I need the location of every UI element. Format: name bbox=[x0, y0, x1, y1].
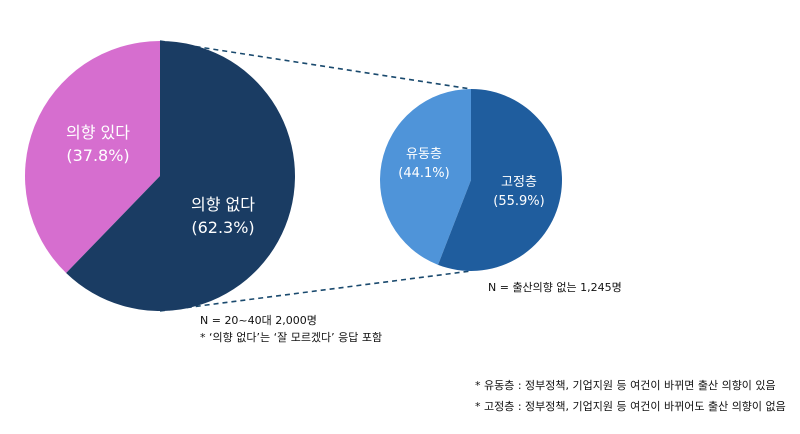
pie1-slice-0-value-label: (44.1%) bbox=[398, 166, 449, 181]
pie1-slice-0-label: 유동층 bbox=[406, 147, 442, 162]
sub-pie: 유동층 (44.1%) 고정층 (55.9%) bbox=[379, 89, 562, 271]
pie0-slice-1-value-label: (62.3%) bbox=[191, 218, 254, 237]
pie1-slice-1 bbox=[438, 89, 562, 271]
legend-fluid-group: * 유동층 : 정부정책, 기업지원 등 여건이 바뀌면 출산 의향이 있음 bbox=[475, 379, 776, 392]
sub-pie-sample-note: N = 출산의향 없는 1,245명 bbox=[488, 281, 622, 294]
connector-line-top bbox=[159, 40, 472, 90]
connector-line-bottom bbox=[159, 270, 472, 312]
pie0-slice-1 bbox=[66, 41, 295, 311]
pie0-slice-0-label: 의향 있다 bbox=[66, 123, 130, 142]
main-pie-footnote: * ‘의향 없다’는 ‘잘 모르겠다’ 응답 포함 bbox=[200, 331, 383, 344]
pie1-slice-0 bbox=[379, 89, 471, 265]
pie0-slice-0-value-label: (37.8%) bbox=[66, 146, 129, 165]
legend-fixed-group: * 고정층 : 정부정책, 기업지원 등 여건이 바뀌어도 출산 의향이 없음 bbox=[475, 400, 786, 413]
main-pie-sample-note: N = 20~40대 2,000명 bbox=[200, 314, 317, 327]
main-pie: 의향 있다 (37.8%) 의향 없다 (62.3%) bbox=[24, 41, 295, 311]
pie0-slice-0 bbox=[24, 41, 160, 274]
pie0-slice-1-label: 의향 없다 bbox=[191, 195, 255, 214]
pie1-slice-1-value-label: (55.9%) bbox=[493, 194, 544, 209]
pie1-slice-1-label: 고정층 bbox=[501, 175, 537, 190]
